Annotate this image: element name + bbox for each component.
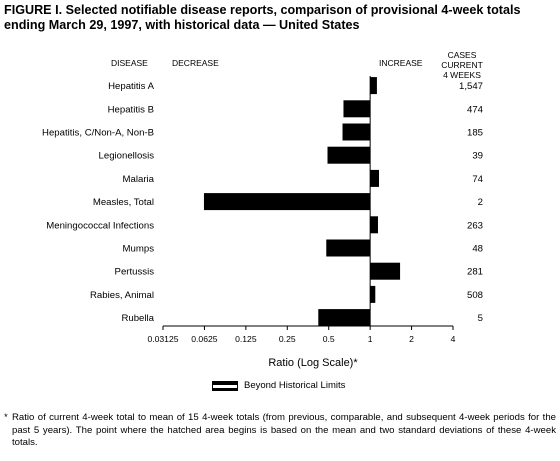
bar (370, 285, 376, 303)
category-label: Legionellosis (99, 151, 155, 162)
bar (342, 123, 371, 141)
x-tick-label: 0.03125 (147, 334, 178, 344)
footnote-text: Ratio of current 4-week total to mean of… (12, 412, 556, 448)
category-label: Hepatitis A (108, 81, 154, 92)
footnote: * Ratio of current 4-week total to mean … (4, 412, 556, 450)
cases-value: 474 (467, 104, 484, 115)
cases-value: 185 (467, 128, 483, 139)
bar (370, 77, 377, 95)
header-cases-line1: CASES CURRENT (441, 50, 483, 70)
category-label: Meningococcal Infections (46, 220, 154, 231)
bar (327, 146, 371, 164)
footnote-mark: * (4, 412, 8, 423)
category-label: Mumps (123, 244, 155, 255)
cases-value: 263 (467, 220, 483, 231)
header-increase: INCREASE (379, 58, 423, 68)
bar (370, 169, 380, 187)
x-tick-label: 4 (451, 334, 456, 344)
header-cases-current: CASES CURRENT 4 WEEKS (428, 50, 496, 80)
bar (370, 262, 401, 280)
category-label: Malaria (123, 174, 155, 185)
x-tick-label: 0.125 (235, 334, 257, 344)
cases-value: 39 (472, 151, 483, 162)
header-cases-line2: 4 WEEKS (443, 70, 481, 80)
bar (343, 100, 371, 118)
x-axis-label: Ratio (Log Scale)* (268, 357, 358, 369)
category-label: Rubella (121, 313, 154, 324)
legend-hatch-swatch (212, 381, 238, 391)
category-label: Rabies, Animal (90, 290, 154, 301)
category-label: Hepatitis B (108, 104, 154, 115)
cases-value: 74 (472, 174, 483, 185)
cases-value: 1,547 (459, 81, 483, 92)
cases-value: 5 (478, 313, 483, 324)
cases-value: 281 (467, 267, 483, 278)
category-label: Pertussis (115, 267, 155, 278)
x-tick-label: 2 (409, 334, 414, 344)
bar (318, 309, 371, 327)
x-tick-label: 0.25 (279, 334, 296, 344)
x-tick-label: 0.0625 (191, 334, 218, 344)
category-label: Hepatitis, C/Non-A, Non-B (42, 128, 154, 139)
x-tick-label: 1 (368, 334, 373, 344)
cases-value: 48 (472, 244, 483, 255)
bar (326, 239, 371, 257)
legend-label: Beyond Historical Limits (244, 380, 346, 391)
header-decrease: DECREASE (172, 58, 219, 68)
x-tick-label: 0.5 (323, 334, 335, 344)
category-label: Measles, Total (93, 197, 154, 208)
bar (203, 193, 371, 211)
cases-value: 2 (478, 197, 483, 208)
header-disease: DISEASE (111, 58, 148, 68)
figure-title: FIGURE I. Selected notifiable disease re… (4, 3, 521, 32)
bar (370, 216, 378, 234)
cases-value: 508 (467, 290, 483, 301)
